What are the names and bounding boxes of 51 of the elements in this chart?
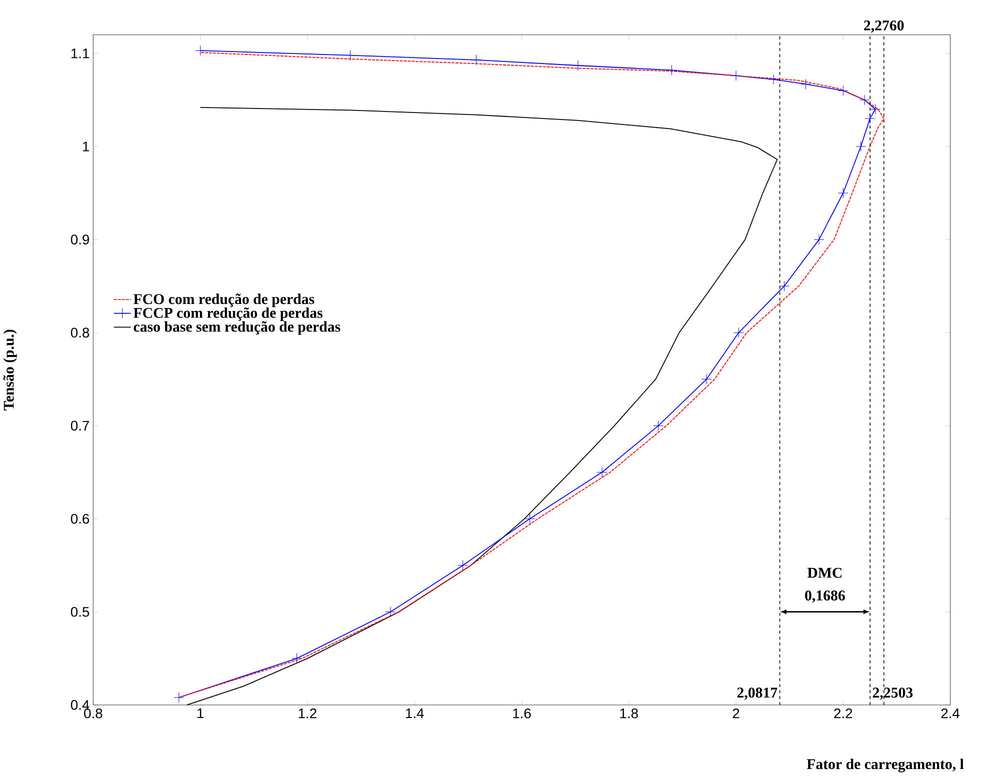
point (292, 653, 302, 664)
point (730, 70, 742, 82)
point (701, 374, 712, 385)
y-tick-label: 0.5 (70, 607, 90, 618)
y-tick-label: 0.8 (70, 328, 90, 338)
point (653, 420, 664, 432)
point (864, 114, 876, 124)
point (666, 65, 677, 76)
point (385, 606, 396, 618)
y-tick-label: 0.9 (70, 234, 90, 245)
annotation: DMC (807, 568, 842, 578)
x-tick-label: 2.2 (834, 708, 852, 718)
x-tick-label: 1.8 (620, 708, 638, 719)
point (870, 104, 880, 115)
point (838, 188, 848, 198)
point (779, 281, 790, 292)
point (524, 514, 535, 524)
legend-label: FCO com redução de perdas (134, 294, 314, 308)
point (733, 328, 744, 338)
point (174, 692, 184, 703)
point (838, 86, 848, 96)
x-tick-label: 2.4 (941, 708, 960, 718)
point (572, 60, 584, 71)
y-axis-title: Tensão (p.u.) (3, 330, 17, 411)
y-tick-label: 0.4 (70, 700, 90, 710)
point (859, 94, 870, 106)
x-tick-label: 2 (732, 708, 740, 718)
point (470, 54, 482, 66)
point (458, 560, 468, 571)
legend-label: FCCP com redução de perdas (134, 308, 322, 322)
x-tick-label: 1.4 (406, 708, 424, 718)
x-tick-label: 0.8 (84, 708, 102, 719)
point (856, 142, 866, 152)
point (596, 467, 608, 478)
point (814, 234, 824, 245)
y-tick-label: 0.7 (70, 421, 89, 431)
legend-label: caso base sem redução de perdas (134, 321, 340, 336)
ref-line-label: 2,2503 (872, 688, 913, 700)
point (800, 79, 811, 90)
point (768, 74, 779, 85)
point (195, 46, 206, 56)
x-axis-title: Fator de carregamento, l (806, 758, 964, 773)
annotation: 0,1686 (805, 590, 845, 603)
y-tick-label: 1.1 (71, 48, 90, 58)
ref-line-label: 2,0817 (737, 688, 778, 700)
x-tick-label: 1 (198, 708, 204, 718)
x-tick-label: 1.2 (298, 708, 316, 718)
y-tick-label: 0.6 (70, 514, 90, 524)
x-tick-label: 1.6 (513, 708, 531, 719)
ref-line-label: 2,2760 (864, 20, 904, 33)
y-tick-label: 1 (83, 142, 90, 152)
